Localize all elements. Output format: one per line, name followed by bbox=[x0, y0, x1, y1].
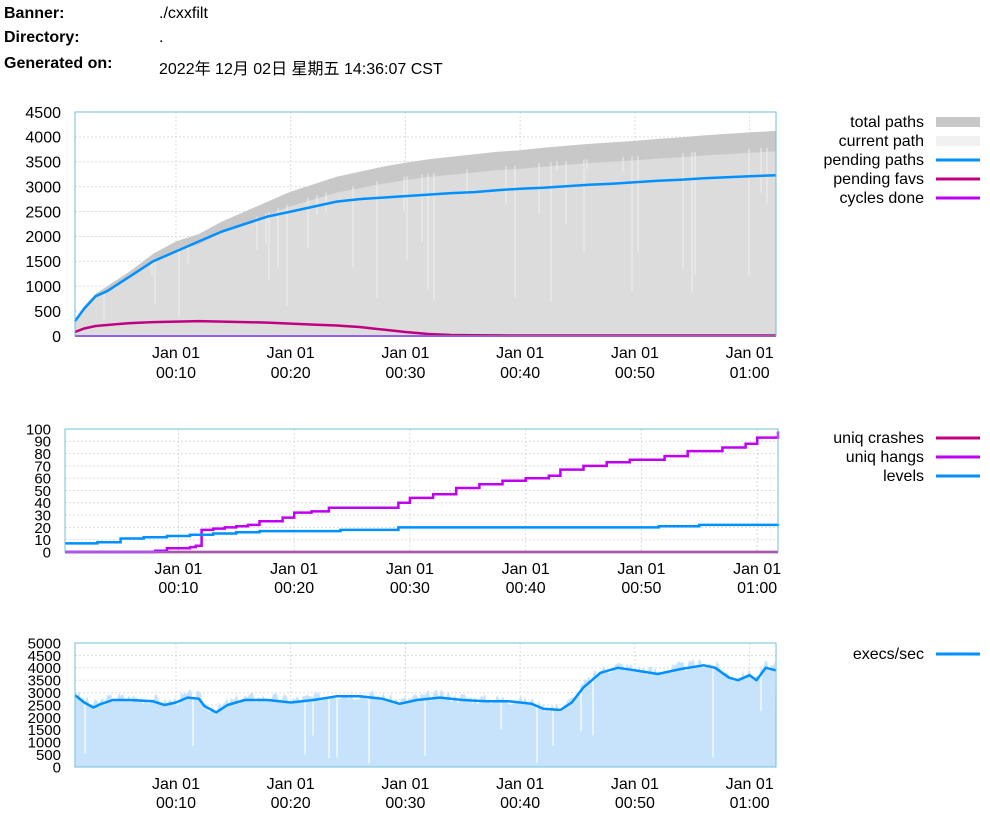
generated-label: Generated on: bbox=[4, 55, 113, 72]
x-tick-label-time: 00:30 bbox=[385, 365, 425, 382]
x-tick-label-date: Jan 01 bbox=[154, 561, 202, 578]
uniq-crashes-legend-label: uniq crashes bbox=[833, 430, 924, 447]
directory-value: . bbox=[159, 29, 164, 46]
levels-line bbox=[65, 523, 780, 545]
banner-value: ./cxxfilt bbox=[159, 5, 208, 22]
paths-chart: 0 500 1000 1500 2000 2500 3000 3500 4000 4500 Jan … bbox=[25, 105, 980, 382]
x-tick-label-date: Jan 01 bbox=[496, 345, 544, 362]
x-tick-label-date: Jan 01 bbox=[270, 561, 318, 578]
x-tick-label-date: Jan 01 bbox=[496, 776, 544, 793]
pending-favs-legend-label: pending favs bbox=[833, 171, 924, 188]
x-tick-label-time: 00:30 bbox=[385, 795, 425, 812]
cycles-done-legend-label: cycles done bbox=[840, 190, 925, 207]
x-tick-label-date: Jan 01 bbox=[617, 561, 665, 578]
x-tick-label-date: Jan 01 bbox=[152, 345, 200, 362]
pending-paths-legend-label: pending paths bbox=[823, 152, 924, 169]
y-tick-label: 50 bbox=[34, 483, 51, 500]
y-tick-label: 70 bbox=[34, 458, 51, 475]
y-tick-label: 3000 bbox=[28, 685, 61, 702]
y-tick-label: 500 bbox=[34, 304, 61, 321]
y-tick-label: 0 bbox=[52, 329, 61, 346]
y-tick-label: 10 bbox=[34, 532, 51, 549]
plot-border bbox=[64, 428, 779, 553]
uniq-hangs-line bbox=[65, 431, 780, 554]
x-tick-label-date: Jan 01 bbox=[386, 561, 434, 578]
x-tick-label-time: 00:30 bbox=[390, 580, 430, 597]
x-tick-label-time: 00:10 bbox=[158, 580, 198, 597]
current-path-area bbox=[75, 151, 776, 336]
x-tick-label-time: 00:50 bbox=[615, 795, 655, 812]
x-tick-label-time: 01:00 bbox=[730, 795, 770, 812]
y-tick-label: 500 bbox=[36, 747, 61, 764]
x-tick-label-date: Jan 01 bbox=[267, 776, 315, 793]
y-tick-label: 3500 bbox=[25, 155, 61, 172]
x-tick-label-time: 01:00 bbox=[730, 365, 770, 382]
y-tick-label: 20 bbox=[34, 520, 51, 537]
pending-paths-line bbox=[73, 173, 777, 322]
y-tick-label: 4000 bbox=[25, 130, 61, 147]
y-tick-label: 1000 bbox=[25, 279, 61, 296]
y-tick-label: 3000 bbox=[25, 179, 61, 196]
x-tick-label-date: Jan 01 bbox=[611, 776, 659, 793]
y-tick-label: 80 bbox=[34, 446, 51, 463]
x-tick-label-date: Jan 01 bbox=[381, 776, 429, 793]
x-tick-label-time: 01:00 bbox=[737, 580, 777, 597]
y-tick-label: 30 bbox=[34, 508, 51, 525]
x-tick-label-time: 00:40 bbox=[500, 365, 540, 382]
y-tick-label: 90 bbox=[34, 434, 51, 451]
y-tick-label: 1500 bbox=[28, 722, 61, 739]
y-tick-label: 2500 bbox=[28, 697, 61, 714]
total-paths-legend-label: total paths bbox=[850, 114, 924, 131]
x-tick-label-date: Jan 01 bbox=[381, 345, 429, 362]
y-tick-label: 40 bbox=[34, 495, 51, 512]
y-tick-label: 1000 bbox=[28, 735, 61, 752]
y-tick-label: 60 bbox=[34, 471, 51, 488]
x-tick-label-date: Jan 01 bbox=[726, 345, 774, 362]
x-tick-label-date: Jan 01 bbox=[267, 345, 315, 362]
y-tick-label: 100 bbox=[26, 421, 51, 438]
plot-border bbox=[74, 642, 777, 768]
x-tick-label-time: 00:10 bbox=[156, 365, 196, 382]
current-path-legend-label: current path bbox=[839, 133, 924, 150]
x-tick-label-date: Jan 01 bbox=[152, 776, 200, 793]
x-tick-label-date: Jan 01 bbox=[502, 561, 550, 578]
x-tick-label-time: 00:40 bbox=[500, 795, 540, 812]
x-tick-label-time: 00:50 bbox=[615, 365, 655, 382]
directory-label: Directory: bbox=[4, 29, 80, 46]
execs-chart: 0500100015002000250030003500400045005000… bbox=[28, 635, 980, 812]
x-tick-label-time: 00:40 bbox=[506, 580, 546, 597]
y-tick-label: 0 bbox=[53, 759, 61, 776]
execs-line bbox=[74, 664, 777, 714]
levels-legend-label: levels bbox=[883, 468, 924, 485]
y-tick-label: 2000 bbox=[25, 229, 61, 246]
y-tick-label: 4500 bbox=[28, 648, 61, 665]
y-tick-label: 0 bbox=[43, 544, 51, 561]
x-tick-label-time: 00:20 bbox=[274, 580, 314, 597]
x-tick-label-time: 00:20 bbox=[271, 795, 311, 812]
y-tick-label: 1500 bbox=[25, 254, 61, 271]
plot-border bbox=[74, 111, 777, 337]
y-tick-label: 4000 bbox=[28, 660, 61, 677]
y-tick-label: 5000 bbox=[28, 635, 61, 652]
y-tick-label: 3500 bbox=[28, 673, 61, 690]
execs-legend-label: execs/sec bbox=[853, 646, 924, 663]
x-tick-label-date: Jan 01 bbox=[611, 345, 659, 362]
generated-value: 2022年 12月 02日 星期五 14:36:07 CST bbox=[159, 61, 443, 78]
banner-label: Banner: bbox=[4, 5, 65, 22]
x-tick-label-time: 00:50 bbox=[621, 580, 661, 597]
y-tick-label: 2500 bbox=[25, 204, 61, 221]
x-tick-label-time: 00:20 bbox=[271, 365, 311, 382]
x-tick-label-date: Jan 01 bbox=[733, 561, 781, 578]
x-tick-label-date: Jan 01 bbox=[726, 776, 774, 793]
y-tick-label: 2000 bbox=[28, 710, 61, 727]
uniq-hangs-legend-label: uniq hangs bbox=[846, 449, 924, 466]
x-tick-label-time: 00:10 bbox=[156, 795, 196, 812]
y-tick-label: 4500 bbox=[25, 105, 61, 122]
